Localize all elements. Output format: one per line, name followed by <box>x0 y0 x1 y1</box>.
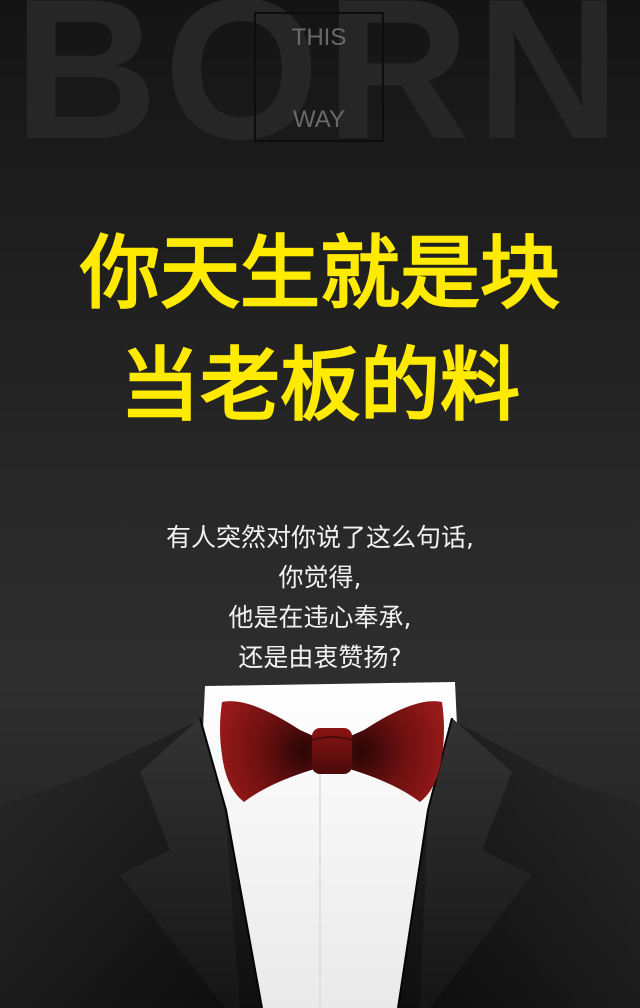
headline: 你天生就是块 当老板的料 <box>0 218 640 442</box>
badge-line-2: WAY <box>293 106 345 133</box>
headline-line-1: 你天生就是块 <box>80 227 560 320</box>
bow-tie <box>220 701 444 802</box>
headline-line-2: 当老板的料 <box>120 339 520 432</box>
badge-line-1: THIS <box>291 24 347 51</box>
this-way-badge: THIS WAY <box>254 12 384 142</box>
subtext-line-3: 他是在违心奉承, <box>228 603 412 632</box>
subtext-line-1: 有人突然对你说了这么句话, <box>166 523 474 552</box>
tuxedo-illustration <box>0 682 640 1008</box>
subtext-line-2: 你觉得, <box>278 563 362 592</box>
lapel-right <box>398 718 532 1008</box>
lapel-left <box>120 718 262 1008</box>
subtext: 有人突然对你说了这么句话, 你觉得, 他是在违心奉承, 还是由衷赞扬? <box>0 518 640 678</box>
subtext-line-4: 还是由衷赞扬? <box>238 643 402 672</box>
